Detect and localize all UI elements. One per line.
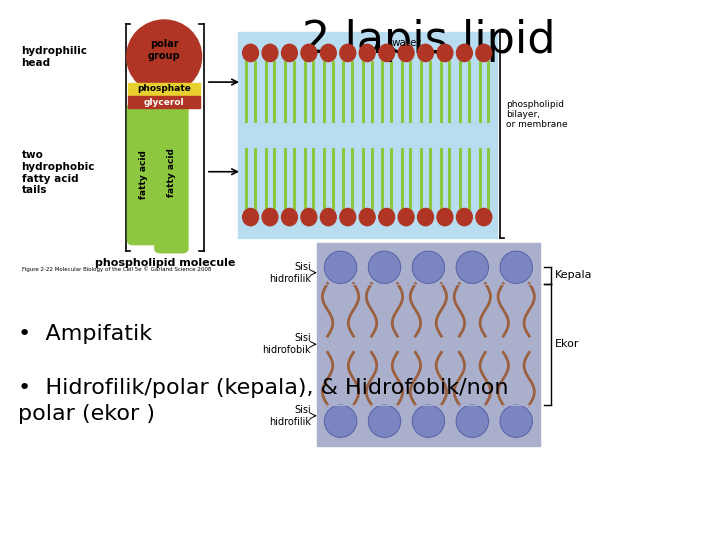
Ellipse shape bbox=[476, 208, 492, 226]
Ellipse shape bbox=[398, 208, 414, 226]
Ellipse shape bbox=[456, 405, 488, 437]
Text: polar
group: polar group bbox=[148, 39, 181, 61]
Text: fatty acid: fatty acid bbox=[167, 148, 176, 197]
Bar bbox=[128, 96, 200, 108]
Ellipse shape bbox=[320, 208, 336, 226]
Text: Sisi
hidrofobik: Sisi hidrofobik bbox=[262, 333, 311, 355]
Bar bbox=[238, 32, 497, 238]
Ellipse shape bbox=[456, 251, 488, 284]
Ellipse shape bbox=[324, 251, 357, 284]
Ellipse shape bbox=[369, 251, 400, 284]
Ellipse shape bbox=[262, 208, 278, 226]
Ellipse shape bbox=[359, 44, 375, 62]
Text: Ekor: Ekor bbox=[554, 339, 579, 349]
Ellipse shape bbox=[500, 251, 533, 284]
Text: phospholipid
bilayer,
or membrane: phospholipid bilayer, or membrane bbox=[506, 99, 568, 130]
Ellipse shape bbox=[418, 44, 433, 62]
Text: 2 lapis lipid: 2 lapis lipid bbox=[302, 19, 555, 62]
Ellipse shape bbox=[456, 44, 472, 62]
Ellipse shape bbox=[412, 405, 444, 437]
Text: Sisi
hidrofilik: Sisi hidrofilik bbox=[269, 262, 311, 284]
Ellipse shape bbox=[437, 44, 453, 62]
Ellipse shape bbox=[282, 208, 297, 226]
Ellipse shape bbox=[243, 208, 258, 226]
FancyBboxPatch shape bbox=[127, 104, 161, 245]
Text: Figure 2-22 Molecular Biology of the Cell 5e © Garland Science 2008: Figure 2-22 Molecular Biology of the Cel… bbox=[22, 266, 211, 272]
Text: hydrophilic
head: hydrophilic head bbox=[22, 46, 88, 68]
Ellipse shape bbox=[282, 44, 297, 62]
Ellipse shape bbox=[324, 405, 357, 437]
Text: fatty acid: fatty acid bbox=[140, 150, 148, 199]
Ellipse shape bbox=[320, 44, 336, 62]
Text: phospholipid molecule: phospholipid molecule bbox=[95, 258, 235, 268]
Text: •  Ampifatik: • Ampifatik bbox=[18, 324, 152, 344]
Ellipse shape bbox=[340, 44, 356, 62]
Ellipse shape bbox=[412, 251, 444, 284]
Ellipse shape bbox=[359, 208, 375, 226]
Ellipse shape bbox=[437, 208, 453, 226]
FancyBboxPatch shape bbox=[155, 104, 188, 253]
Text: glycerol: glycerol bbox=[144, 98, 184, 106]
Ellipse shape bbox=[301, 44, 317, 62]
Ellipse shape bbox=[476, 44, 492, 62]
Text: water: water bbox=[391, 38, 421, 48]
Text: phosphate: phosphate bbox=[138, 84, 191, 93]
Ellipse shape bbox=[369, 405, 400, 437]
Ellipse shape bbox=[340, 208, 356, 226]
Ellipse shape bbox=[301, 208, 317, 226]
Ellipse shape bbox=[243, 44, 258, 62]
Bar bbox=[128, 83, 200, 94]
Bar bbox=[317, 243, 540, 446]
Ellipse shape bbox=[127, 20, 202, 93]
Ellipse shape bbox=[379, 44, 395, 62]
Text: two
hydrophobic
fatty acid
tails: two hydrophobic fatty acid tails bbox=[22, 151, 95, 195]
Ellipse shape bbox=[456, 208, 472, 226]
Text: •  Hidrofilik/polar (kepala), & Hidrofobik/non
polar (ekor ): • Hidrofilik/polar (kepala), & Hidrofobi… bbox=[18, 378, 508, 424]
Text: Sisi
hidrofilik: Sisi hidrofilik bbox=[269, 405, 311, 427]
Ellipse shape bbox=[379, 208, 395, 226]
Ellipse shape bbox=[418, 208, 433, 226]
Ellipse shape bbox=[262, 44, 278, 62]
Ellipse shape bbox=[398, 44, 414, 62]
Ellipse shape bbox=[500, 405, 533, 437]
Text: Kepala: Kepala bbox=[554, 271, 592, 280]
